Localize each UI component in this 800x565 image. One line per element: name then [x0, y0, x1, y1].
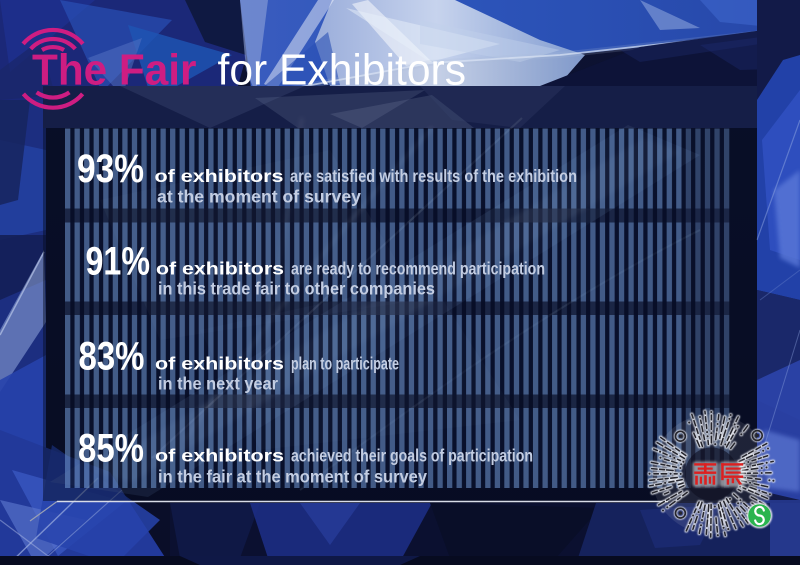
svg-text:91%: 91%: [86, 240, 151, 284]
svg-text:of exhibitors: of exhibitors: [156, 259, 284, 279]
svg-text:in this trade fair to other co: in this trade fair to other companies: [158, 279, 435, 299]
svg-text:are satisfied with results of: are satisfied with results of the exhibi…: [290, 166, 577, 186]
svg-text:in the next year: in the next year: [158, 374, 278, 394]
svg-text:at the moment of survey: at the moment of survey: [157, 187, 361, 207]
svg-text:in the fair at the moment of s: in the fair at the moment of survey: [158, 467, 427, 487]
svg-text:85%: 85%: [78, 427, 144, 471]
svg-text:The Fair: The Fair: [32, 46, 197, 95]
svg-text:83%: 83%: [79, 335, 145, 379]
svg-text:93%: 93%: [77, 147, 144, 191]
svg-text:for Exhibitors: for Exhibitors: [218, 46, 467, 95]
svg-text:of exhibitors: of exhibitors: [155, 166, 284, 186]
svg-text:of exhibitors: of exhibitors: [155, 446, 284, 466]
svg-text:of exhibitors: of exhibitors: [155, 354, 284, 374]
svg-text:are ready to recommend partici: are ready to recommend participation: [291, 259, 545, 279]
svg-text:plan to participate: plan to participate: [291, 354, 399, 374]
svg-text:achieved their goals of partic: achieved their goals of participation: [291, 446, 533, 466]
